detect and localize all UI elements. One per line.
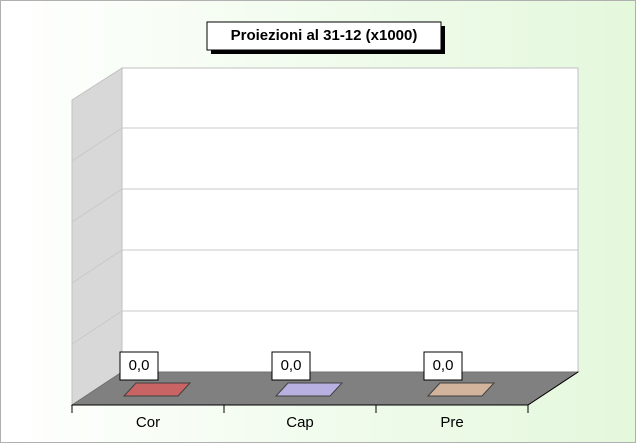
chart-title: Proiezioni al 31-12 (x1000) <box>231 27 418 44</box>
x-tick-label: Cap <box>286 414 314 431</box>
wall-line <box>71 310 123 345</box>
value-label-box <box>423 351 463 381</box>
x-tick-label: Pre <box>440 414 463 431</box>
wall-line <box>71 127 123 162</box>
bar <box>122 382 192 397</box>
wall-lines <box>71 127 578 345</box>
side-wall <box>71 67 123 406</box>
value-label: 0,0 <box>129 357 150 374</box>
bar <box>274 382 344 397</box>
x-axis-depth <box>527 371 579 406</box>
wall-line <box>71 249 123 284</box>
back-wall <box>121 67 579 373</box>
x-ticks <box>71 405 529 413</box>
value-label: 0,0 <box>281 357 302 374</box>
value-label: 0,0 <box>433 357 454 374</box>
wall-line <box>71 188 123 223</box>
title-box <box>206 21 442 51</box>
x-tick-label: Cor <box>136 414 160 431</box>
bar <box>426 382 496 397</box>
value-label-box <box>271 351 311 381</box>
value-label-box <box>119 351 159 381</box>
